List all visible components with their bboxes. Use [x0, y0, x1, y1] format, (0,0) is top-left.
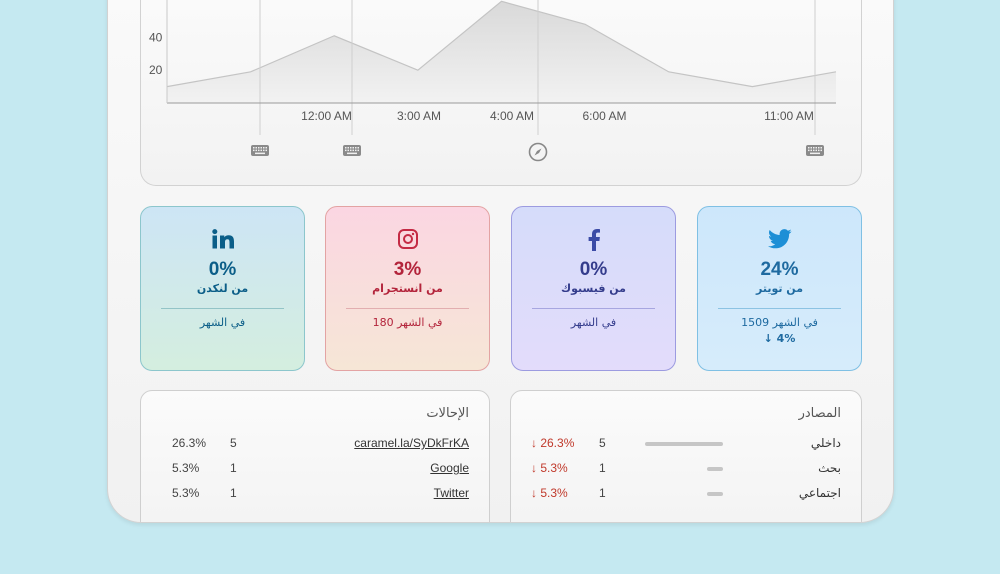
linkedin-percent: 0% — [208, 259, 237, 280]
area-fill — [167, 1, 836, 103]
referral-row: Google 1 5.3% — [141, 461, 489, 479]
twitter-trend: ↓ 4% — [763, 332, 796, 345]
referral-count: 1 — [230, 486, 237, 500]
sources-title: المصادر — [798, 406, 841, 421]
facebook-percent: 0% — [579, 259, 608, 280]
app-window: 20 40 12:00 AM 3:00 AM 4:00 AM 6:00 AM 11:00 … — [107, 0, 894, 523]
twitter-label: من تويتر — [755, 282, 804, 295]
twitter-percent: 24% — [760, 259, 799, 280]
linkedin-monthly: في الشهر — [199, 316, 246, 329]
x-tick-label: 3:00 AM — [397, 109, 441, 123]
referral-link[interactable]: Google — [430, 461, 469, 475]
keyboard-icon — [251, 145, 269, 156]
y-tick-label: 40 — [149, 30, 163, 44]
x-tick-label: 6:00 AM — [582, 109, 626, 123]
traffic-chart: 20 40 12:00 AM 3:00 AM 4:00 AM 6:00 AM 11:00 … — [149, 0, 837, 162]
referral-percent: 5.3% — [172, 486, 200, 500]
linkedin-label: من لنكدن — [196, 282, 249, 295]
divider — [346, 308, 469, 309]
series-line — [166, 0, 837, 88]
facebook-label: من فيسبوك — [561, 282, 626, 295]
source-name: اجتماعي — [798, 486, 841, 500]
source-row: داخلي 5 ↓ 26.3% — [511, 436, 861, 454]
instagram-monthly: 180 في الشهر — [372, 316, 443, 329]
referral-row: Twitter 1 5.3% — [141, 486, 489, 504]
stat-card-twitter[interactable]: 24% من تويتر 1509 في الشهر ↓ 4% — [697, 206, 862, 371]
y-tick-label: 20 — [149, 63, 163, 77]
source-share-bar — [707, 492, 723, 496]
source-percent: ↓ 5.3% — [531, 461, 568, 475]
linkedin-icon — [141, 229, 304, 253]
stat-card-linkedin[interactable]: 0% من لنكدن في الشهر — [140, 206, 305, 371]
referrals-card: الإحالات caramel.la/SyDkFrKA 5 26.3% Goo… — [140, 390, 490, 522]
compass-icon — [528, 142, 548, 162]
source-count: 5 — [599, 436, 606, 450]
referral-count: 1 — [230, 461, 237, 475]
divider — [532, 308, 655, 309]
source-percent: ↓ 26.3% — [531, 436, 575, 450]
source-share-bar — [645, 442, 723, 446]
source-count: 1 — [599, 486, 606, 500]
referral-count: 5 — [230, 436, 237, 450]
stat-card-facebook[interactable]: 0% من فيسبوك في الشهر — [511, 206, 676, 371]
referral-link[interactable]: caramel.la/SyDkFrKA — [354, 436, 469, 450]
twitter-monthly: 1509 في الشهر — [741, 316, 818, 329]
instagram-percent: 3% — [393, 259, 422, 280]
instagram-label: من انستجرام — [372, 282, 443, 295]
source-count: 1 — [599, 461, 606, 475]
facebook-monthly: في الشهر — [570, 316, 617, 329]
source-row: بحث 1 ↓ 5.3% — [511, 461, 861, 479]
source-name: داخلي — [810, 436, 841, 450]
traffic-chart-card: 20 40 12:00 AM 3:00 AM 4:00 AM 6:00 AM 11:00 … — [140, 0, 862, 186]
referrals-title: الإحالات — [426, 406, 469, 421]
divider — [161, 308, 284, 309]
source-share-bar — [707, 467, 723, 471]
referral-row: caramel.la/SyDkFrKA 5 26.3% — [141, 436, 489, 454]
source-name: بحث — [818, 461, 841, 475]
referral-link[interactable]: Twitter — [433, 486, 469, 500]
source-row: اجتماعي 1 ↓ 5.3% — [511, 486, 861, 504]
sources-card: المصادر داخلي 5 ↓ 26.3% بحث 1 ↓ 5.3% اجت… — [510, 390, 862, 522]
referral-percent: 5.3% — [172, 461, 200, 475]
facebook-icon — [512, 229, 675, 253]
twitter-icon — [698, 229, 861, 253]
source-percent: ↓ 5.3% — [531, 486, 568, 500]
x-tick-label: 4:00 AM — [490, 109, 534, 123]
instagram-icon — [326, 229, 489, 253]
x-tick-label: 11:00 AM — [764, 109, 814, 123]
keyboard-icon — [343, 145, 361, 156]
keyboard-icon — [806, 145, 824, 156]
x-tick-label: 12:00 AM — [301, 109, 352, 123]
divider — [718, 308, 841, 309]
referral-percent: 26.3% — [172, 436, 207, 450]
stat-card-instagram[interactable]: 3% من انستجرام 180 في الشهر — [325, 206, 490, 371]
